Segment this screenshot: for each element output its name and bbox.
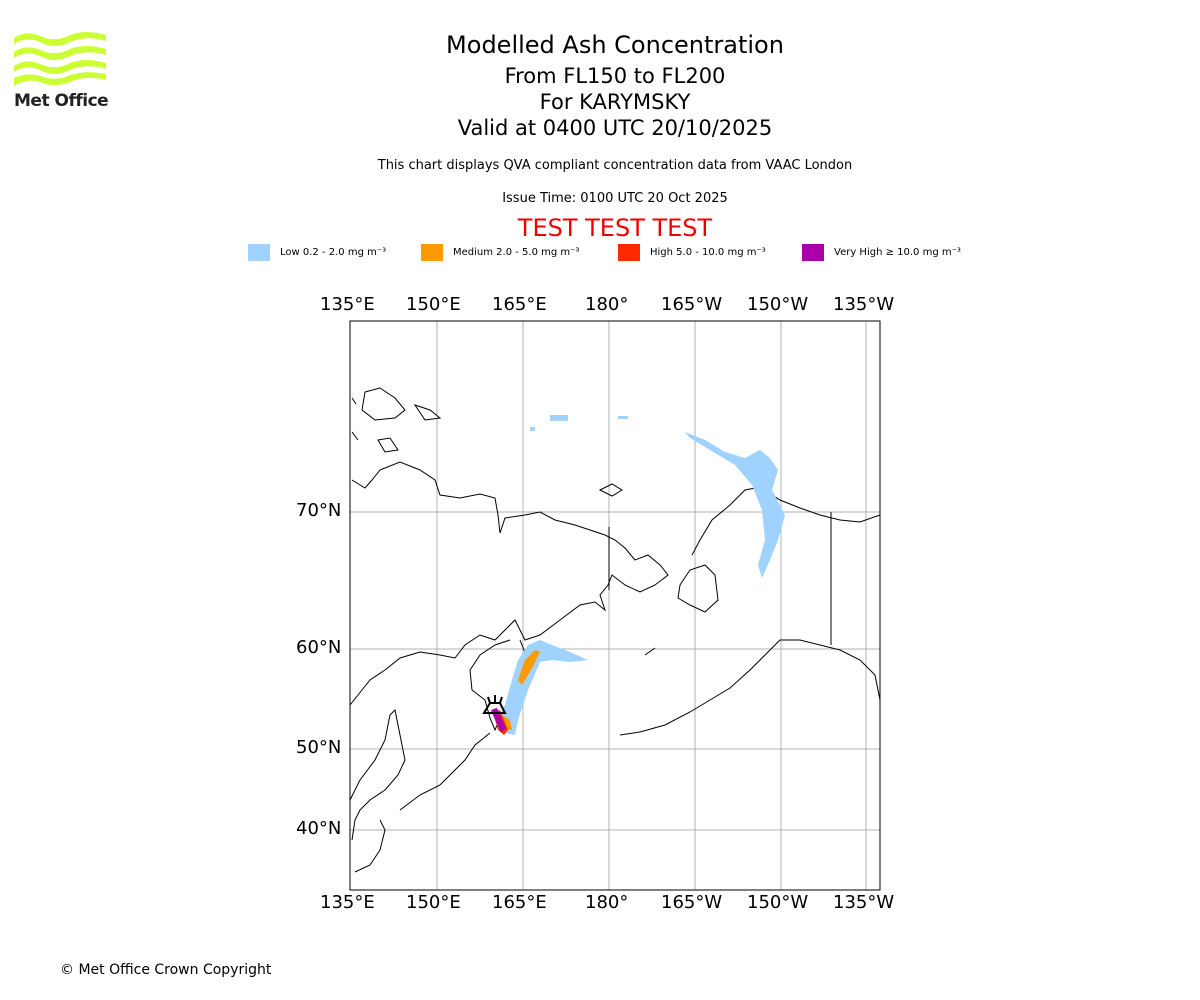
ash-low-plume <box>497 640 588 735</box>
lon-tick-bottom: 165°E <box>492 892 547 913</box>
legend-label: High 5.0 - 10.0 mg m⁻³ <box>650 247 766 258</box>
legend: Low 0.2 - 2.0 mg m⁻³ Medium 2.0 - 5.0 mg… <box>248 244 961 261</box>
legend-label: Medium 2.0 - 5.0 mg m⁻³ <box>453 247 580 258</box>
legend-label: Low 0.2 - 2.0 mg m⁻³ <box>280 247 387 258</box>
ash-plumes <box>491 415 785 735</box>
met-office-logo <box>14 30 106 92</box>
flight-level-range: From FL150 to FL200 <box>504 64 726 88</box>
legend-item-low: Low 0.2 - 2.0 mg m⁻³ <box>248 244 421 261</box>
ash-low-plume <box>530 415 628 431</box>
lon-tick-top: 150°W <box>747 294 809 315</box>
copyright: © Met Office Crown Copyright <box>60 962 272 978</box>
lon-tick-top: 165°E <box>492 294 547 315</box>
subtitle: This chart displays QVA compliant concen… <box>377 158 853 173</box>
legend-item-high: High 5.0 - 10.0 mg m⁻³ <box>618 244 802 261</box>
coastlines <box>349 387 881 873</box>
lon-tick-top: 135°E <box>320 294 375 315</box>
lon-tick-top: 135°W <box>833 294 895 315</box>
gridlines <box>350 321 880 890</box>
map-frame <box>349 320 881 891</box>
lat-tick: 50°N <box>296 737 342 758</box>
lon-tick-bottom: 180° <box>585 892 629 913</box>
legend-item-medium: Medium 2.0 - 5.0 mg m⁻³ <box>421 244 618 261</box>
valid-time: Valid at 0400 UTC 20/10/2025 <box>457 116 773 140</box>
test-banner: TEST TEST TEST <box>517 214 713 242</box>
lon-tick-bottom: 135°E <box>320 892 375 913</box>
lat-tick: 40°N <box>296 818 342 839</box>
legend-swatch-medium <box>421 244 443 261</box>
legend-label: Very High ≥ 10.0 mg m⁻³ <box>834 247 961 258</box>
ash-medium-plume <box>500 650 540 730</box>
lat-tick: 70°N <box>296 500 342 521</box>
lon-tick-bottom: 135°W <box>833 892 895 913</box>
lon-tick-bottom: 150°W <box>747 892 809 913</box>
issue-time: Issue Time: 0100 UTC 20 Oct 2025 <box>502 191 728 206</box>
ash-low-plume <box>685 432 785 578</box>
volcano-name: For KARYMSKY <box>539 90 691 114</box>
lon-tick-top: 180° <box>585 294 629 315</box>
volcano-icon <box>482 695 507 714</box>
lon-tick-top: 150°E <box>406 294 461 315</box>
lat-tick: 60°N <box>296 637 342 658</box>
lon-tick-bottom: 165°W <box>661 892 723 913</box>
legend-swatch-very-high <box>802 244 824 261</box>
legend-item-very-high: Very High ≥ 10.0 mg m⁻³ <box>802 244 961 261</box>
legend-swatch-low <box>248 244 270 261</box>
met-office-wave-icon <box>14 32 106 86</box>
legend-swatch-high <box>618 244 640 261</box>
chart-title: Modelled Ash Concentration <box>446 31 784 59</box>
lon-tick-top: 165°W <box>661 294 723 315</box>
lon-tick-bottom: 150°E <box>406 892 461 913</box>
logo-text: Met Office <box>14 91 109 111</box>
